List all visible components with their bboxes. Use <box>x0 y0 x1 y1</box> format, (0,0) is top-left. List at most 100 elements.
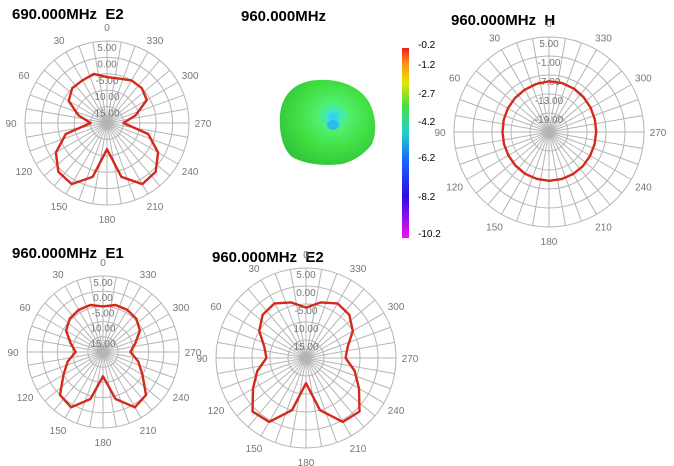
radial-tick-label: 0.00 <box>97 59 117 70</box>
grid-spoke <box>106 122 185 152</box>
angle-tick-label: 0 <box>104 23 110 34</box>
colorbar <box>402 48 409 238</box>
grid-spoke <box>106 108 188 124</box>
grid-spoke <box>260 279 307 359</box>
polar-panel-4: 960.000MHz E1 5.00 0.00 -5.00 10.00 15.00 0 30… <box>0 240 205 466</box>
angle-tick-label: 90 <box>196 354 208 365</box>
pattern-3d-peak <box>327 120 339 130</box>
grid-spoke <box>305 357 323 447</box>
grid-spoke <box>305 357 385 404</box>
colorbar-tick: -1.2 <box>418 60 436 71</box>
angle-tick-label: 120 <box>16 167 33 178</box>
angle-tick-label: 90 <box>5 119 17 130</box>
grid-spoke <box>76 351 104 424</box>
grid-spoke <box>102 351 153 411</box>
angle-tick-label: 30 <box>53 36 65 47</box>
polar-panel-1: 690.000MHz E2 5.00 0.00 -5.00 10.00 15.00 0 30… <box>0 0 212 235</box>
colorbar-tick: -2.7 <box>418 89 436 100</box>
colorbar-tick: -10.2 <box>418 229 441 240</box>
grid-spoke <box>76 280 104 353</box>
pattern-3d-surface <box>279 79 376 165</box>
grid-spoke <box>106 42 122 124</box>
radial-tick-label: 5.00 <box>93 278 113 289</box>
radial-tick-label: 5.00 <box>97 43 117 54</box>
grid-spoke <box>236 299 307 359</box>
grid-spoke <box>102 351 170 391</box>
grid-spoke <box>305 357 391 390</box>
grid-spoke <box>548 42 582 133</box>
angle-tick-label: 270 <box>195 119 212 130</box>
pattern-3d-panel: 960.000MHz -0.2 -1.2 <box>230 0 441 245</box>
angle-tick-label: 180 <box>541 237 558 248</box>
grid-spoke <box>106 45 136 124</box>
angle-tick-label: 210 <box>350 444 367 455</box>
grid-spoke <box>106 122 188 138</box>
grid-spoke <box>53 59 108 124</box>
grid-spoke <box>35 122 108 165</box>
angle-tick-label: 180 <box>99 215 116 226</box>
grid-spoke <box>92 42 108 124</box>
angle-tick-label: 60 <box>19 303 31 314</box>
grid-spoke <box>28 351 104 366</box>
radial-tick-label: 0.00 <box>296 288 316 299</box>
grid-spoke <box>102 351 162 402</box>
angle-tick-label: 240 <box>182 167 199 178</box>
grid-spoke <box>455 131 550 149</box>
grid-spoke <box>53 351 104 411</box>
polar-chart-4: 5.00 0.00 -5.00 10.00 15.00 0 30 60 90 120 150 180 2… <box>7 258 201 449</box>
radial-tick-label: -5.00 <box>92 308 115 319</box>
chart-title: 960.000MHz H <box>451 12 556 29</box>
angle-tick-label: 30 <box>52 270 64 281</box>
angle-tick-label: 60 <box>449 74 461 85</box>
grid-spoke <box>227 312 307 359</box>
colorbar-tick: -4.2 <box>418 117 436 128</box>
grid-spoke <box>217 341 307 359</box>
grid-spoke <box>102 338 178 353</box>
grid-spoke <box>305 288 365 359</box>
chart-title: 960.000MHz <box>241 8 327 25</box>
pattern-trace <box>54 72 160 186</box>
grid-spoke <box>305 357 376 417</box>
radial-tick-label: 10.00 <box>293 324 318 335</box>
angle-tick-label: 210 <box>595 222 612 233</box>
angle-tick-label: 120 <box>208 406 225 417</box>
grid-spoke <box>221 357 307 390</box>
grid-spoke <box>65 51 108 124</box>
angle-tick-label: 90 <box>7 348 19 359</box>
grid-spoke <box>106 69 171 124</box>
angle-tick-label: 150 <box>51 202 68 213</box>
grid-spoke <box>102 313 170 353</box>
grid-spoke <box>501 49 550 133</box>
angle-tick-label: 0 <box>303 250 309 261</box>
polar-panel-5: 960.000MHz E2 5.00 0.00 -5.00 10.00 15.00 0 30… <box>196 245 440 466</box>
chart-title: 960.000MHz E1 <box>12 245 124 262</box>
angle-tick-label: 270 <box>650 128 667 139</box>
colorbar-tick: -6.2 <box>418 153 436 164</box>
grid-spoke <box>89 277 104 353</box>
angle-tick-label: 150 <box>246 444 263 455</box>
grid-spoke <box>102 325 175 353</box>
angle-tick-label: 120 <box>446 183 463 194</box>
grid-spoke <box>102 302 162 353</box>
pattern-trace <box>251 301 361 424</box>
grid-spoke <box>106 122 136 201</box>
grid-spoke <box>106 94 185 124</box>
grid-spoke <box>29 122 108 152</box>
grid-spoke <box>44 351 104 402</box>
angle-tick-label: 180 <box>95 438 112 449</box>
grid-spoke <box>106 81 179 124</box>
grid-spoke <box>36 351 104 391</box>
radial-tick-label: 5.00 <box>539 39 559 50</box>
colorbar-tick: -8.2 <box>418 192 436 203</box>
chart-title: 960.000MHz E2 <box>212 249 324 266</box>
angle-tick-label: 300 <box>635 74 652 85</box>
grid-spoke <box>516 42 550 133</box>
grid-spoke <box>106 122 171 177</box>
grid-spoke <box>227 357 307 404</box>
angle-tick-label: 60 <box>18 71 30 82</box>
grid-spoke <box>260 357 307 437</box>
chart-title: 690.000MHz E2 <box>12 6 124 23</box>
radial-tick-label: 0.00 <box>93 293 113 304</box>
grid-spoke <box>305 341 395 359</box>
angle-tick-label: 60 <box>210 302 222 313</box>
